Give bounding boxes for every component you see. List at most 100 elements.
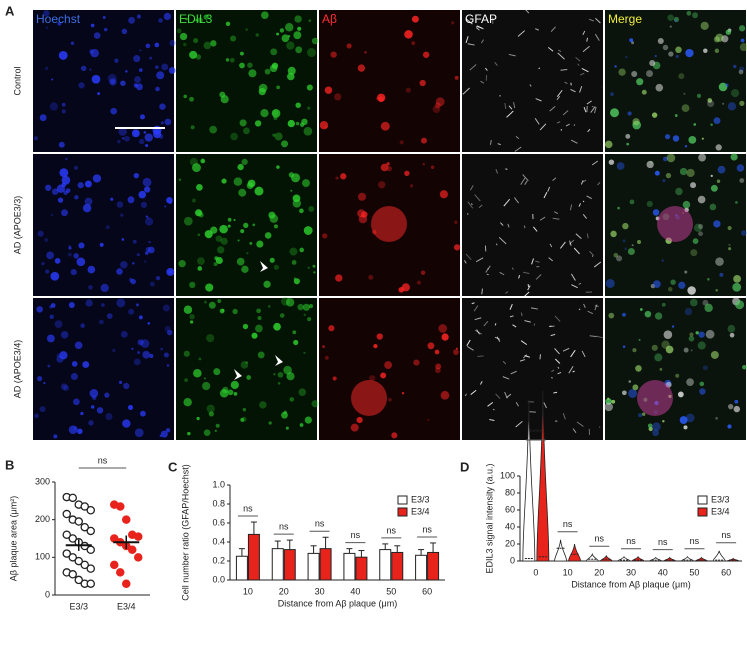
micrograph-cell xyxy=(221,308,225,312)
micrograph-cell xyxy=(649,60,656,67)
micrograph-cell xyxy=(411,41,416,46)
micrograph-cell xyxy=(44,238,49,242)
micrograph-fiber xyxy=(539,123,547,131)
micrograph-cell xyxy=(37,230,44,237)
data-point xyxy=(116,502,125,511)
micrograph-fiber xyxy=(578,203,582,207)
micrograph-cell xyxy=(340,173,347,180)
micrograph-cell xyxy=(88,420,94,426)
bar xyxy=(283,549,296,581)
micrograph-cell xyxy=(88,285,93,290)
micrograph-cell xyxy=(100,303,105,307)
micrograph-cell xyxy=(155,86,160,92)
micrograph xyxy=(319,154,461,296)
micrograph-cell xyxy=(324,355,329,360)
micrograph-cell xyxy=(209,125,217,134)
bar xyxy=(235,555,248,581)
micrograph-cell xyxy=(670,279,676,285)
panel-label: D xyxy=(460,459,469,474)
micrograph-cell xyxy=(197,211,204,218)
micrograph-fiber xyxy=(475,257,484,263)
micrograph-fiber xyxy=(489,139,492,145)
micrograph-fiber xyxy=(496,243,498,246)
micrograph-cell xyxy=(160,347,164,351)
bar xyxy=(355,556,368,581)
micrograph-cell xyxy=(272,133,276,137)
micrograph-cell xyxy=(655,83,664,92)
micrograph-cell xyxy=(705,329,715,339)
micrograph-cell xyxy=(678,281,686,289)
micrograph-fiber xyxy=(578,282,582,285)
significance-label: ns xyxy=(98,455,108,465)
micrograph-cell xyxy=(435,363,442,370)
micrograph-cell xyxy=(114,58,119,63)
micrograph-cell xyxy=(276,85,280,90)
micrograph-fiber xyxy=(532,226,538,232)
plaque xyxy=(637,380,673,416)
micrograph-fiber xyxy=(549,325,552,327)
data-point xyxy=(74,575,84,585)
micrograph-cell xyxy=(145,217,154,226)
micrograph-cell xyxy=(92,174,102,183)
micrograph xyxy=(176,154,317,296)
micrograph xyxy=(462,154,603,297)
micrograph-cell xyxy=(136,253,140,257)
micrograph-cell xyxy=(73,253,79,259)
micrograph-cell xyxy=(149,353,154,358)
micrograph-cell xyxy=(413,359,420,366)
micrograph-cell xyxy=(738,66,745,72)
legend-swatch xyxy=(397,507,408,517)
micrograph-cell xyxy=(160,430,168,438)
micrograph-cell xyxy=(730,153,738,161)
micrograph-cell xyxy=(622,222,629,230)
data-point xyxy=(68,493,78,503)
micrograph-fiber xyxy=(480,39,484,44)
micrograph-cell xyxy=(439,190,448,199)
micrograph-cell xyxy=(202,381,211,391)
micrograph-cell xyxy=(287,72,295,81)
micrograph-cell xyxy=(622,239,626,243)
micrograph-cell xyxy=(246,252,249,255)
x-tick-label: 40 xyxy=(350,586,360,596)
micrograph-cell xyxy=(140,410,146,417)
micrograph-cell xyxy=(193,38,199,44)
micrograph-cell xyxy=(292,330,297,335)
micrograph-cell xyxy=(45,184,52,191)
micrograph-cell xyxy=(189,157,198,166)
micrograph-cell xyxy=(725,83,729,87)
column-label: GFAP xyxy=(465,12,497,26)
micrograph-cell xyxy=(120,80,126,86)
micrograph-cell xyxy=(99,242,104,247)
micrograph-cell xyxy=(715,257,724,266)
micrograph-cell xyxy=(725,29,732,35)
micrograph-cell xyxy=(298,388,307,397)
micrograph-cell xyxy=(295,102,301,108)
micrograph-cell xyxy=(50,213,54,217)
micrograph-cell xyxy=(140,339,150,348)
micrograph-cell xyxy=(311,37,319,45)
micrograph-cell xyxy=(198,357,202,361)
panel-label: A xyxy=(5,3,15,18)
data-point xyxy=(86,526,96,536)
y-tick-label: 100 xyxy=(35,552,50,562)
micrograph-cell xyxy=(674,114,678,117)
micrograph-cell xyxy=(33,136,39,141)
micrograph-cell xyxy=(420,270,426,275)
micrograph-cell xyxy=(59,168,69,178)
micrograph-cell xyxy=(214,429,217,432)
micrograph-fiber xyxy=(593,261,602,268)
micrograph-cell xyxy=(189,320,194,324)
micrograph-cell xyxy=(78,242,85,249)
micrograph-fiber xyxy=(578,308,581,311)
micrograph-cell xyxy=(183,398,192,407)
micrograph-fiber xyxy=(527,283,530,288)
micrograph-cell xyxy=(638,338,641,341)
micrograph-fiber xyxy=(515,421,523,428)
micrograph-cell xyxy=(56,353,61,358)
micrograph-cell xyxy=(71,361,78,367)
data-point xyxy=(133,553,143,562)
y-axis-label: EDIL3 signal intensity (a.u.) xyxy=(484,463,494,573)
data-point xyxy=(80,560,90,570)
micrograph-cell xyxy=(281,34,290,43)
micrograph-cell xyxy=(277,371,284,378)
